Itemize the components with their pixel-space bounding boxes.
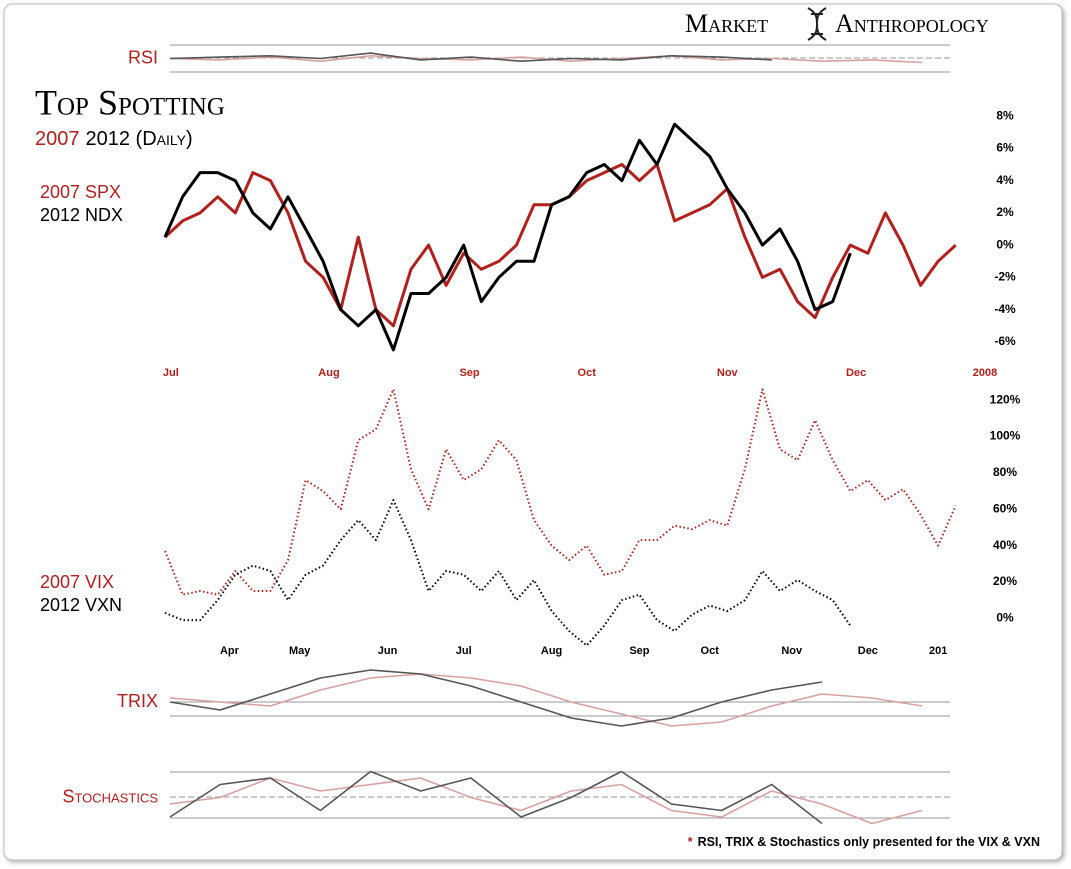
frame [3, 3, 1063, 861]
x-tick-label: Nov [717, 367, 739, 379]
series-line [169, 669, 823, 727]
legend-entry: 2007 SPX [40, 182, 121, 202]
x-tick-label: Apr [220, 645, 240, 657]
x-tick-label: May [289, 645, 311, 657]
series-line [169, 673, 923, 727]
chart-title: Top Spotting [35, 82, 225, 122]
legend-entry: 2012 NDX [40, 205, 123, 225]
footnote: * RSI, TRIX & Stochastics only presented … [688, 835, 1040, 849]
y-tick-label: -4% [994, 302, 1016, 316]
y-tick-label: 60% [993, 501, 1017, 515]
header: Market Anthropology [685, 7, 989, 41]
y-tick-label: 4% [996, 173, 1014, 187]
y-tick-label: 120% [990, 392, 1021, 406]
dna-icon [807, 7, 827, 41]
legend-entry: 2012 VXN [40, 595, 122, 615]
brand-left: Market [685, 9, 768, 38]
chart-subtitle: 2007 2012 (Daily) [35, 128, 193, 150]
y-tick-label: 40% [993, 538, 1017, 552]
y-tick-label: -6% [994, 334, 1016, 348]
panel-label: TRIX [117, 691, 158, 711]
y-tick-label: 0% [996, 610, 1014, 624]
x-tick-label: Sep [459, 367, 479, 379]
subtitle-part: 2012 (Daily) [86, 128, 193, 150]
y-tick-label: 20% [993, 574, 1017, 588]
x-tick-label: Aug [318, 367, 339, 379]
footnote-text: RSI, TRIX & Stochastics only presented f… [698, 835, 1040, 849]
x-tick-label: Dec [846, 367, 866, 379]
y-tick-label: 0% [996, 237, 1014, 251]
series-line [164, 388, 957, 596]
y-tick-label: 100% [990, 429, 1021, 443]
panel-label: RSI [128, 47, 158, 67]
subtitle-part: 2007 [35, 128, 80, 150]
x-tick-label: 2008 [973, 367, 997, 379]
x-tick-label: Dec [858, 645, 878, 657]
brand-right: Anthropology [835, 9, 989, 38]
x-tick-label: Oct [578, 367, 597, 379]
series-line [169, 52, 772, 62]
y-tick-label: 80% [993, 465, 1017, 479]
x-tick-label: Aug [541, 645, 562, 657]
x-tick-label: Sep [629, 645, 649, 657]
x-tick-label: Jun [378, 645, 398, 657]
panel-label: Stochastics [62, 786, 158, 806]
y-tick-label: 6% [996, 141, 1014, 155]
x-tick-label: Jul [163, 367, 179, 379]
y-tick-label: 2% [996, 205, 1014, 219]
y-tick-label: 8% [996, 108, 1014, 122]
x-tick-label: Jul [456, 645, 472, 657]
series-line [164, 499, 852, 647]
series-line [169, 777, 923, 825]
legend-entry: 2007 VIX [40, 572, 114, 592]
footnote-mark: * [688, 835, 693, 849]
x-tick-label: 201 [929, 645, 947, 657]
y-tick-label: -2% [994, 270, 1016, 284]
x-tick-label: Oct [701, 645, 720, 657]
x-tick-label: Nov [781, 645, 803, 657]
series-line [163, 122, 852, 352]
series-line [169, 770, 823, 825]
